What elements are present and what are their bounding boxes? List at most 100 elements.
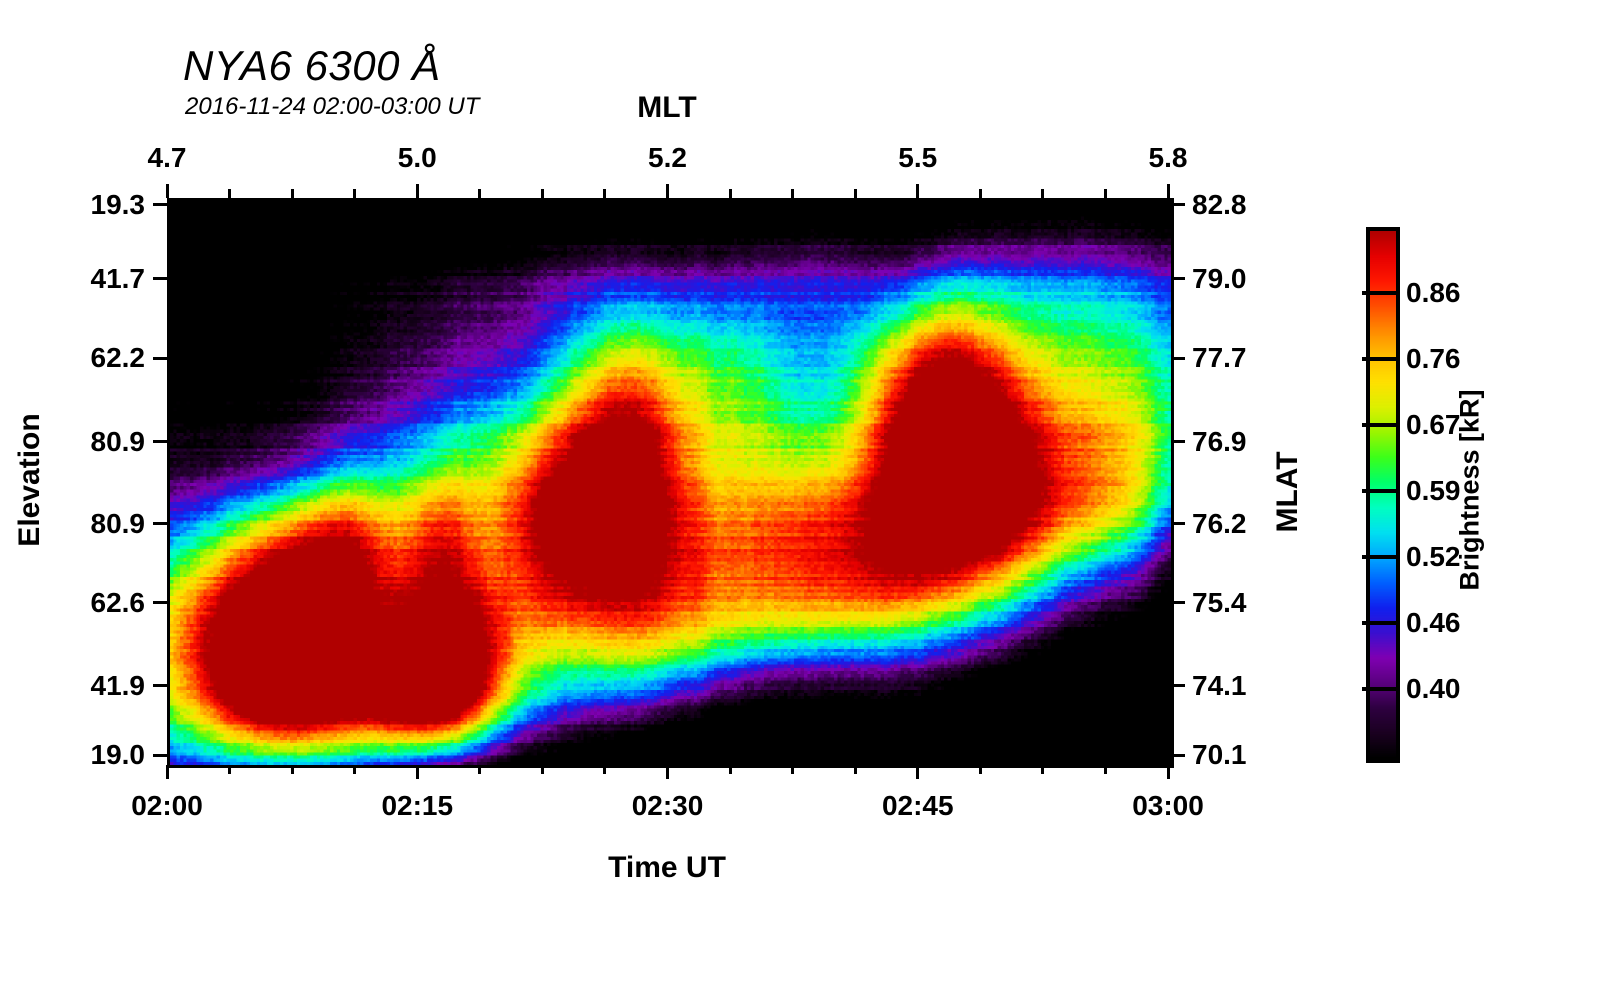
colorbar-tick-label-6: 0.40 [1406,673,1461,704]
colorbar-separator-3 [1362,489,1396,493]
tick-mlat-2 [1171,356,1185,360]
colorbar-separator-5 [1362,621,1396,625]
tick-mlat-7 [1171,753,1185,757]
tick-elev-3 [153,440,167,444]
colorbar [1366,227,1400,763]
tick-time-minor [290,765,294,774]
tick-mlt-minor [978,189,982,198]
tick-mlt-minor [353,189,357,198]
colorbar-tick-label-4: 0.52 [1406,541,1461,572]
tick-label-time-4: 03:00 [1132,790,1204,821]
tick-mlt-minor [290,189,294,198]
tick-label-mlt-2: 5.2 [648,142,687,173]
tick-label-mlt-4: 5.8 [1148,142,1188,173]
tick-mlt-4 [1166,184,1170,198]
tick-label-elev-6: 41.9 [90,669,146,701]
tick-mlt-2 [666,184,669,198]
tick-mlt-minor [1103,189,1107,198]
tick-elev-0 [153,203,167,207]
tick-mlt-minor [603,189,607,198]
tick-mlt-minor [791,189,795,198]
colorbar-separator-1 [1362,357,1396,361]
colorbar-separator-0 [1362,291,1396,295]
tick-mlat-0 [1171,203,1185,207]
colorbar-tick-label-3: 0.59 [1406,475,1461,506]
tick-mlt-1 [415,184,419,198]
left-axis-label: Elevation [13,413,46,547]
tick-label-mlat-0: 82.8 [1192,188,1247,220]
colorbar-tick-label-0: 0.86 [1406,277,1461,308]
tick-time-minor [791,765,795,774]
tick-label-mlt-0: 4.7 [147,142,187,173]
tick-time-0 [165,765,169,779]
tick-label-mlt-1: 5.0 [397,142,437,173]
colorbar-separator-6 [1362,687,1396,691]
tick-mlat-6 [1171,684,1185,688]
tick-time-1 [415,765,419,779]
bottom-axis-label: Time UT [608,851,726,884]
tick-mlt-minor [1041,189,1045,198]
colorbar-tick-label-2: 0.67 [1406,409,1461,440]
tick-time-3 [916,765,920,779]
tick-time-minor [478,765,482,774]
colorbar-separator-2 [1362,423,1396,427]
tick-label-time-0: 02:00 [131,790,203,821]
tick-time-minor [728,765,732,774]
keogram-image [170,201,1171,765]
tick-label-mlat-4: 76.2 [1192,507,1247,539]
tick-elev-7 [153,753,167,757]
tick-elev-6 [153,684,167,688]
tick-label-time-3: 02:45 [881,790,954,821]
tick-time-minor [540,765,544,774]
tick-time-minor [853,765,857,774]
tick-mlt-3 [916,184,920,198]
tick-time-minor [1041,765,1045,774]
tick-mlat-5 [1171,601,1185,605]
tick-label-elev-1: 41.7 [90,262,146,294]
tick-label-elev-5: 62.6 [90,586,146,618]
colorbar-tick-label-5: 0.46 [1406,607,1461,638]
tick-time-minor [1103,765,1107,774]
tick-label-elev-7: 19.0 [90,739,146,771]
tick-mlt-minor [540,189,544,198]
tick-mlt-minor [853,189,857,198]
tick-elev-1 [153,277,167,281]
tick-label-elev-3: 80.9 [90,425,146,457]
right-axis-label: MLAT [1271,451,1304,533]
tick-label-mlat-2: 77.7 [1192,342,1247,374]
plot-title: NYA6 6300 Å [183,42,441,89]
tick-elev-2 [153,356,167,360]
top-axis-label: MLT [637,91,697,124]
tick-mlt-minor [478,189,482,198]
tick-time-minor [603,765,607,774]
tick-elev-5 [153,601,167,605]
tick-mlt-0 [165,184,169,198]
colorbar-tick-label-1: 0.76 [1406,343,1461,374]
tick-label-mlat-3: 76.9 [1192,425,1247,457]
tick-mlat-4 [1171,522,1185,526]
tick-time-4 [1166,765,1170,779]
tick-mlat-3 [1171,440,1185,444]
tick-label-time-2: 02:30 [631,790,704,821]
tick-label-mlat-1: 79.0 [1192,262,1247,294]
colorbar-separator-4 [1362,555,1396,559]
tick-elev-4 [153,522,167,526]
tick-time-2 [666,765,669,779]
tick-label-mlat-7: 70.1 [1192,739,1247,771]
plot-subtitle: 2016-11-24 02:00-03:00 UT [185,93,480,120]
colorbar-gradient [1370,231,1396,759]
tick-label-mlat-6: 74.1 [1192,669,1247,701]
tick-label-time-1: 02:15 [381,790,454,821]
tick-mlat-1 [1171,277,1185,281]
tick-time-minor [353,765,357,774]
tick-time-minor [978,765,982,774]
keogram-plot-area [167,198,1174,768]
tick-label-elev-4: 80.9 [90,507,146,539]
tick-mlt-minor [228,189,232,198]
tick-label-mlat-5: 75.4 [1192,586,1247,618]
tick-label-mlt-3: 5.5 [898,142,938,173]
tick-label-elev-0: 19.3 [90,188,146,220]
tick-mlt-minor [728,189,732,198]
tick-time-minor [228,765,232,774]
tick-label-elev-2: 62.2 [90,342,146,374]
